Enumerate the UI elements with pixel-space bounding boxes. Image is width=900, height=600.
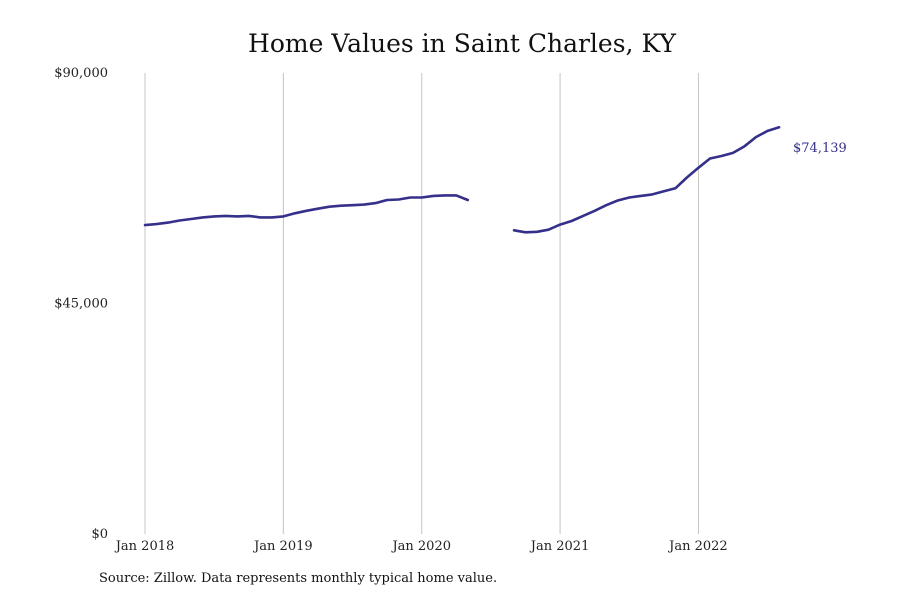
series-line-segment-0	[143, 194, 470, 227]
series-line-segment-1	[512, 126, 781, 234]
x-tick-label: Jan 2021	[529, 539, 590, 554]
x-tick-label: Jan 2022	[667, 539, 728, 554]
gridlines	[144, 73, 699, 534]
x-tick-label: Jan 2020	[390, 539, 451, 554]
y-tick-label: $0	[91, 527, 108, 542]
x-tick-label: Jan 2018	[114, 539, 175, 554]
x-tick-label: Jan 2019	[252, 539, 313, 554]
y-axis-ticks: $0 $45,000 $90,000	[54, 66, 108, 542]
end-value-label: $74,139	[793, 141, 847, 156]
y-tick-label: $90,000	[54, 66, 108, 81]
series-line-group	[143, 126, 781, 234]
chart-title: Home Values in Saint Charles, KY	[248, 29, 676, 58]
y-tick-label: $45,000	[54, 297, 108, 312]
source-note: Source: Zillow. Data represents monthly …	[99, 571, 498, 586]
x-axis-ticks: Jan 2018 Jan 2019 Jan 2020 Jan 2021 Jan 2022	[114, 539, 728, 554]
